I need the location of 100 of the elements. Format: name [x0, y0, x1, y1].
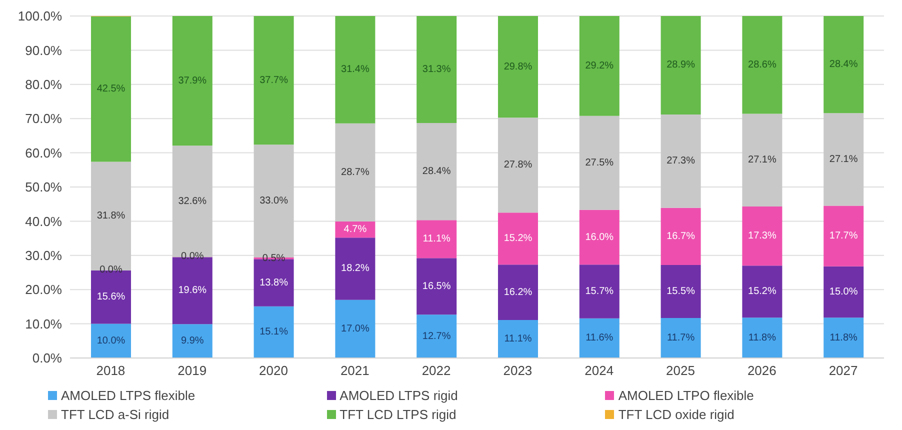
x-tick-label: 2025 — [666, 363, 695, 378]
x-tick-label: 2027 — [828, 363, 858, 378]
data-label: 15.6% — [96, 292, 126, 303]
bar — [742, 16, 782, 114]
bar — [742, 206, 782, 266]
y-tick-label: 70.0% — [25, 111, 62, 126]
data-label: 27.8% — [504, 160, 532, 171]
data-label: 0.5% — [262, 252, 286, 264]
data-label: 32.6% — [178, 196, 207, 207]
x-tick-label: 2026 — [747, 363, 776, 378]
bar — [579, 16, 620, 116]
bar — [742, 266, 782, 318]
data-label: 16.5% — [422, 280, 451, 292]
bar — [742, 114, 782, 206]
legend-label: AMOLED LTPS flexible — [61, 388, 196, 403]
x-tick-label: 2020 — [259, 363, 288, 378]
y-tick-label: 60.0% — [25, 145, 62, 160]
legend-label: AMOLED LTPO flexible — [618, 388, 754, 403]
y-tick-label: 80.0% — [25, 77, 62, 92]
x-tick-label: 2024 — [584, 363, 614, 378]
x-tick-label: 2018 — [96, 363, 126, 378]
data-label: 11.8% — [830, 332, 858, 344]
data-label: 10.0% — [96, 335, 126, 346]
x-tick-label: 2019 — [178, 363, 207, 378]
y-tick-label: 20.0% — [25, 282, 62, 298]
bar — [254, 16, 294, 145]
data-label: 27.5% — [585, 157, 614, 168]
bar — [660, 16, 701, 114]
bar — [660, 264, 701, 318]
data-label: 28.9% — [666, 60, 696, 71]
data-label: 19.6% — [178, 285, 207, 296]
bar — [498, 16, 538, 118]
data-label: 17.7% — [829, 230, 858, 242]
bar — [254, 306, 294, 358]
y-tick-label: 90.0% — [25, 42, 62, 58]
bar — [335, 16, 376, 124]
bar — [498, 320, 538, 358]
x-tick-label: 2021 — [340, 363, 370, 378]
bar — [335, 123, 376, 222]
bar — [742, 318, 782, 358]
bar — [172, 16, 212, 146]
x-tick-label: 2022 — [422, 363, 451, 378]
data-label: 33.0% — [260, 196, 288, 207]
data-label: 13.8% — [260, 277, 288, 288]
data-label: 29.8% — [504, 61, 532, 72]
data-label: 15.2% — [504, 233, 532, 244]
bar — [416, 123, 457, 220]
data-label: 12.7% — [422, 330, 451, 342]
data-label: 31.8% — [96, 210, 126, 222]
legend-label: TFT LCD oxide rigid — [618, 407, 734, 422]
y-tick-label: 0.0% — [32, 350, 62, 366]
data-label: 11.7% — [666, 332, 695, 344]
x-tick-label: 2023 — [503, 363, 532, 378]
data-label: 11.1% — [504, 334, 532, 345]
data-label: 29.2% — [585, 60, 614, 72]
data-label: 28.7% — [341, 166, 370, 178]
data-label: 15.7% — [585, 286, 614, 297]
data-label: 28.4% — [829, 59, 858, 70]
data-label: 9.9% — [181, 336, 204, 347]
data-label: 42.5% — [96, 84, 126, 95]
data-label: 15.0% — [829, 286, 858, 298]
y-tick-label: 10.0% — [25, 316, 62, 332]
data-label: 31.3% — [422, 64, 451, 76]
data-label: 4.7% — [344, 224, 367, 236]
data-label: 27.1% — [829, 154, 858, 165]
bar — [416, 258, 457, 315]
data-label: 17.0% — [341, 323, 370, 334]
data-label: 16.0% — [585, 232, 614, 243]
bar — [172, 146, 212, 258]
data-label: 18.2% — [341, 263, 370, 274]
bar — [579, 264, 620, 318]
bar — [824, 318, 864, 358]
legend-label: AMOLED LTPS rigid — [340, 388, 458, 403]
bar — [335, 300, 376, 358]
bar — [416, 314, 457, 358]
bar — [416, 16, 457, 124]
data-label: 28.4% — [422, 166, 451, 178]
bar — [579, 318, 620, 358]
bar — [824, 266, 864, 318]
bar — [660, 318, 701, 358]
bar — [660, 114, 701, 208]
data-label: 16.7% — [666, 230, 696, 242]
data-label: 15.1% — [260, 326, 288, 338]
y-tick-label: 50.0% — [25, 180, 62, 195]
data-label: 31.4% — [341, 64, 370, 76]
y-tick-label: 100.0% — [18, 8, 62, 24]
bar — [91, 16, 131, 162]
bar — [172, 324, 212, 358]
bar — [498, 118, 538, 213]
legend-label: TFT LCD a-Si rigid — [61, 407, 170, 422]
y-tick-label: 30.0% — [25, 248, 62, 264]
bar — [660, 208, 701, 265]
data-label: 28.6% — [748, 59, 776, 70]
data-label: 11.1% — [422, 234, 451, 245]
bar — [579, 116, 620, 210]
bar — [824, 113, 864, 206]
data-label: 17.3% — [748, 230, 776, 242]
data-label: 11.6% — [586, 332, 614, 344]
data-label: 37.9% — [178, 75, 207, 86]
bar — [579, 210, 620, 265]
